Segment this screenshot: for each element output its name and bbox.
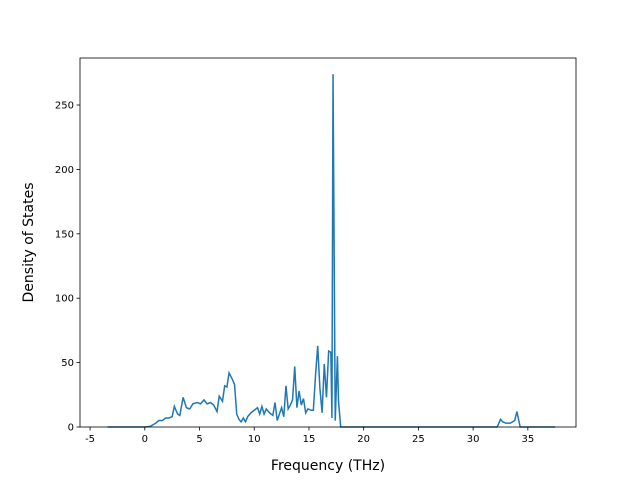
- x-tick-label: 0: [142, 434, 148, 445]
- y-axis-label: Density of States: [21, 183, 37, 303]
- y-tick-label: 200: [55, 165, 74, 176]
- y-tick-label: 0: [68, 423, 74, 434]
- y-tick-label: 50: [61, 358, 74, 369]
- x-tick-label: 25: [412, 434, 425, 445]
- x-tick-label: 5: [196, 434, 202, 445]
- x-tick-label: 30: [467, 434, 480, 445]
- data-line: [107, 74, 556, 428]
- y-tick-label: 250: [55, 101, 74, 112]
- x-tick-label: 35: [521, 434, 534, 445]
- x-tick-label: -5: [85, 434, 95, 445]
- x-tick-label: 15: [303, 434, 316, 445]
- x-tick-label: 20: [357, 434, 370, 445]
- x-axis-label: Frequency (THz): [271, 458, 385, 474]
- y-tick-label: 150: [55, 229, 74, 240]
- plot-frame: [79, 57, 577, 428]
- y-tick-label: 100: [55, 294, 74, 305]
- x-tick-label: 10: [248, 434, 261, 445]
